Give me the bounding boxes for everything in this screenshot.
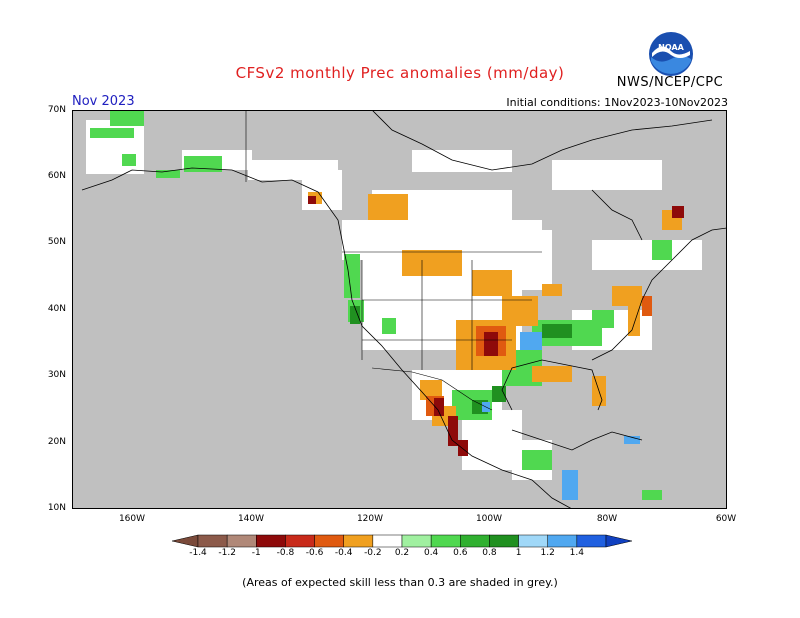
colorbar-cell: [197, 534, 228, 548]
colorbar-tick-label: -0.6: [305, 548, 324, 558]
strong-dry-anomaly-areas: [308, 196, 684, 456]
skill-footnote: (Areas of expected skill less than 0.3 a…: [242, 576, 558, 589]
colorbar-tick-label: -0.2: [364, 548, 382, 558]
agency-label: NWS/NCEP/CPC: [616, 75, 724, 90]
colorbar-tick-label: 0.4: [423, 548, 439, 558]
colorbar: [172, 534, 632, 548]
colorbar-tick-label: -1.4: [189, 548, 207, 558]
colorbar-tick-label: -0.4: [334, 548, 353, 558]
colorbar-cell: [489, 534, 519, 548]
lat-label-20n: 20N: [47, 437, 66, 447]
chart-title: CFSv2 monthly Prec anomalies (mm/day): [235, 64, 565, 82]
colorbar-cell: [518, 534, 548, 548]
lon-label-80w: 80W: [596, 514, 618, 524]
colorbar-cell: [547, 534, 578, 548]
colorbar-cell: [226, 534, 257, 548]
colorbar-cell: [430, 534, 461, 548]
lat-label-60n: 60N: [47, 171, 66, 181]
colorbar-tick-label: 1: [515, 548, 522, 558]
lat-label-10n: 10N: [47, 503, 66, 513]
colorbar-tick-label: 0.2: [394, 548, 410, 558]
initial-conditions: Initial conditions: 1Nov2023-10Nov2023: [506, 96, 728, 109]
lon-label-100w: 100W: [475, 514, 503, 524]
map-frame: [72, 110, 727, 509]
very-wet-anomaly-areas: [482, 332, 640, 500]
colorbar-cell: [314, 534, 344, 548]
lon-label-140w: 140W: [237, 514, 265, 524]
colorbar-tick-label: -0.8: [276, 548, 295, 558]
lon-label-160w: 160W: [118, 514, 146, 524]
colorbar-cell: [285, 534, 315, 548]
coastlines: [81, 110, 727, 509]
colorbar-cell: [172, 534, 199, 548]
precip-anomaly-map: [72, 110, 727, 509]
colorbar-tick-label: 0.6: [453, 548, 468, 558]
colorbar-tick-label: 1.4: [569, 548, 584, 558]
lat-label-50n: 50N: [47, 237, 66, 247]
political-borders: [245, 110, 542, 411]
colorbar-tick-label: -1.2: [218, 548, 236, 558]
forecast-month: Nov 2023: [72, 94, 135, 109]
colorbar-tick-label: 1.2: [540, 548, 555, 558]
lat-label-40n: 40N: [47, 304, 66, 314]
svg-text:NOAA: NOAA: [658, 43, 684, 52]
colorbar-tick-label: -1: [251, 548, 261, 558]
colorbar-cell: [372, 534, 403, 548]
colorbar-cell: [256, 534, 286, 548]
colorbar-cell: [605, 534, 632, 548]
colorbar-cell: [460, 534, 490, 548]
noaa-logo: NOAA: [649, 32, 693, 76]
colorbar-cell: [576, 534, 607, 548]
lat-label-70n: 70N: [47, 105, 66, 115]
colorbar-tick-label: 0.8: [482, 548, 497, 558]
lon-label-120w: 120W: [356, 514, 384, 524]
colorbar-cell: [343, 534, 374, 548]
lat-label-30n: 30N: [47, 370, 66, 380]
colorbar-cell: [401, 534, 432, 548]
lon-label-60w: 60W: [715, 514, 737, 524]
